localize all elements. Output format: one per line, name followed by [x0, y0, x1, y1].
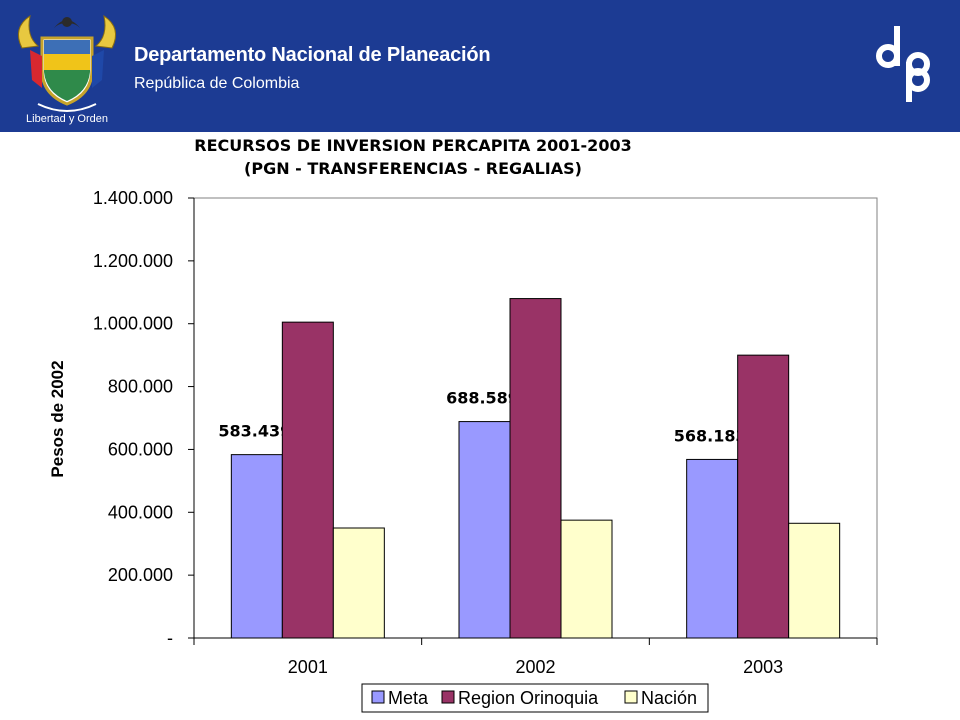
- org-name: Departamento Nacional de Planeación: [134, 44, 491, 66]
- bar: [509, 298, 562, 639]
- data-label: 583.439: [218, 422, 291, 441]
- svg-text:Libertad y Orden: Libertad y Orden: [26, 113, 108, 125]
- y-tick-label: 400.000: [108, 502, 173, 522]
- bar: [281, 321, 334, 639]
- legend-label: Region Orinoquia: [458, 688, 599, 708]
- y-tick-label: 1.000.000: [93, 314, 173, 334]
- x-tick-label: 2003: [743, 657, 783, 677]
- legend: Meta Region Orinoquia Nación: [361, 683, 709, 713]
- y-tick-label: 1.400.000: [93, 188, 173, 208]
- bar: [560, 519, 613, 639]
- org-subtitle: República de Colombia: [134, 75, 300, 92]
- dnp-logo-icon: [876, 26, 930, 102]
- bar: [686, 458, 739, 639]
- y-tick-label: 1.200.000: [93, 251, 173, 271]
- legend-swatch: [441, 690, 455, 704]
- data-label: 568.183: [674, 426, 747, 445]
- data-label: 688.589: [446, 389, 519, 408]
- bar: [230, 454, 283, 639]
- y-tick-label: 600.000: [108, 439, 173, 459]
- legend-label: Nación: [641, 688, 697, 708]
- x-tick-label: 2001: [288, 657, 328, 677]
- y-axis-label: Pesos de 2002: [48, 360, 67, 477]
- chart: RECURSOS DE INVERSION PERCAPITA 2001-200…: [48, 136, 878, 713]
- legend-label: Meta: [388, 688, 429, 708]
- legend-swatch: [371, 690, 385, 704]
- legend-swatch: [624, 690, 638, 704]
- y-tick-label: 800.000: [108, 377, 173, 397]
- y-tick-label: -: [167, 628, 173, 648]
- header-banner: Libertad y Orden Departamento Nacional d…: [0, 0, 960, 132]
- bar: [737, 354, 790, 639]
- bar: [332, 527, 385, 639]
- x-tick-label: 2002: [515, 657, 555, 677]
- chart-title: RECURSOS DE INVERSION PERCAPITA 2001-200…: [194, 136, 631, 155]
- chart-subtitle: (PGN - TRANSFERENCIAS - REGALIAS): [244, 159, 582, 178]
- colombia-coat-of-arms-icon: Libertad y Orden: [17, 14, 117, 125]
- y-tick-label: 200.000: [108, 565, 173, 585]
- bar: [788, 522, 841, 639]
- bar: [458, 421, 511, 639]
- legend-box: [361, 683, 709, 713]
